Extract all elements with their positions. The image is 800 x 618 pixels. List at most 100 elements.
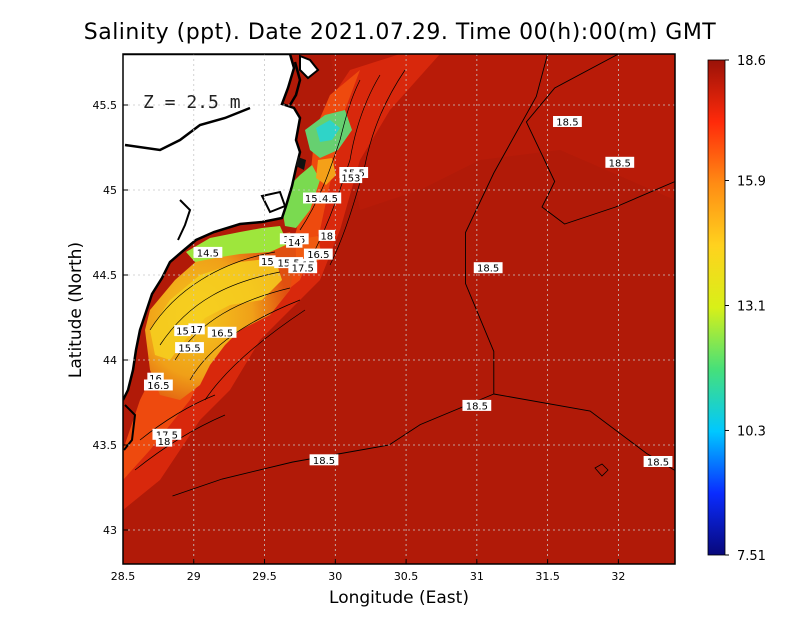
inland-lake [177,199,192,241]
contour-label-bg [174,325,191,337]
x-tick-label: 31 [470,570,484,583]
x-tick-label: 28.5 [111,570,136,583]
contour-label-text: 18.5 [313,456,335,467]
colorbar-ticks: 18.6 15.9 13.1 10.3 7.51 [725,54,766,564]
contour-label: 16.5 [143,379,173,392]
contour-label: 15 [174,325,191,338]
colorbar-tick-label: 7.51 [737,549,766,564]
contour-label-bg [309,454,339,466]
contour-label: 16.5 [207,326,237,339]
offshore-shade [330,54,675,210]
contour-label-text: 15 [261,257,274,268]
contour-label-text: 17 [190,325,203,336]
x-tick-label: 30.5 [394,570,419,583]
delta-lake [296,157,306,170]
plume-contours [134,69,406,471]
contour-label-bg [207,326,237,338]
colorbar-tick-label: 13.1 [737,299,766,314]
y-tick-label: 45.5 [93,99,118,112]
contour-label: 18.5 [605,156,635,169]
contour-label: 153 [339,172,363,185]
contour-label-text: 14.5 [197,248,219,259]
x-tick-label: 29.5 [252,570,277,583]
contour-label: 14.5 [193,246,223,259]
contour-label-bg [303,248,333,260]
contour-label-text: 16.5 [307,250,329,261]
contour-label: 14 [286,236,303,249]
y-tick-label: 44 [103,354,117,367]
contour-label-text: 18.5 [477,264,499,275]
contour-label-text: 18.5 [466,401,488,412]
coastline-north [288,61,302,106]
colorbar-tick-label: 10.3 [737,424,766,439]
contour-label: 17 [188,323,205,336]
colorbar [707,59,726,556]
x-axis-ticks: 28.5 29 29.5 30 30.5 31 31.5 32 [111,559,625,583]
contour-label-bg [312,192,342,204]
contour-label-bg [193,246,223,258]
colorbar-tick-label: 15.9 [737,175,766,190]
contour-label-bg [143,379,173,391]
contour-label-text: 15.5 [178,344,200,355]
map-title: Salinity (ppt). Date 2021.07.29. Time 00… [83,20,717,45]
x-axis-label: Longitude (East) [329,588,469,608]
contour-label: 18.5 [553,116,582,129]
depth-label: Z = 2.5 m [143,92,241,113]
contour-labels: 18.518.515.515314.5151813.51416.514.5151… [143,116,673,469]
contour-label-text: 18.5 [556,118,578,129]
y-tick-label: 45 [103,184,117,197]
contour-label-bg [473,262,503,274]
contour-label-bg [147,372,164,384]
contour-label-text: 18 [158,437,171,448]
contour-label-bg [286,236,303,248]
river-channel [124,106,251,152]
plot-area: 18.518.515.515314.5151813.51416.514.5151… [123,54,675,564]
contour-label: 16.5 [303,248,333,261]
contour-label-text: 15 [305,194,318,205]
plot-frame [122,53,676,565]
y-tick-label: 43.5 [93,439,118,452]
contour-label: 18.5 [462,399,492,412]
low-salinity-zone-2 [280,165,320,228]
y-axis-ticks: 43 43.5 44 44.5 45 45.5 [93,99,128,537]
y-tick-label: 44.5 [93,269,118,282]
inland-lake-2 [260,190,287,214]
contour-label: 18 [155,435,173,448]
contour-label-bg [303,192,320,204]
contour-label-bg [288,262,318,274]
gridlines [123,54,675,564]
contour-label-bg [643,456,673,467]
contour-label: 15 [259,255,276,268]
contour-label: 18 [318,229,336,242]
contour-label-bg [188,323,205,335]
contour-label-bg [175,342,204,354]
contour-label-text: 18.5 [609,158,631,169]
contour-line [525,54,675,225]
contour-label-bg [339,172,363,184]
contour-label: 15.5 [175,342,204,355]
contour-label-text: 17.5 [292,264,314,275]
contour-label-bg [259,255,276,267]
eddy-contour [594,463,609,477]
contour-label: 15 [303,192,320,205]
y-tick-label: 43 [103,524,117,537]
coastline [123,54,302,401]
orange-patch [316,158,336,185]
contour-label-text: 18 [320,231,333,242]
contour-label-bg [155,435,173,447]
contour-label-text: 18.5 [647,458,669,469]
contour-label-text: 16.5 [211,328,233,339]
contour-label-text: 14 [288,238,301,249]
contour-label: 17.5 [288,262,318,275]
colorbar-tick-label: 18.6 [737,54,766,69]
contour-label-text: 153 [341,174,360,185]
contour-label-text: 15 [176,327,189,338]
contour-label: 18.5 [309,454,339,467]
contour-line [172,54,549,497]
x-tick-label: 30 [328,570,342,583]
contour-label-bg [553,116,582,127]
land-mass [123,54,300,400]
contour-label: 18.5 [473,262,503,275]
contour-label-text: 14.5 [316,194,338,205]
